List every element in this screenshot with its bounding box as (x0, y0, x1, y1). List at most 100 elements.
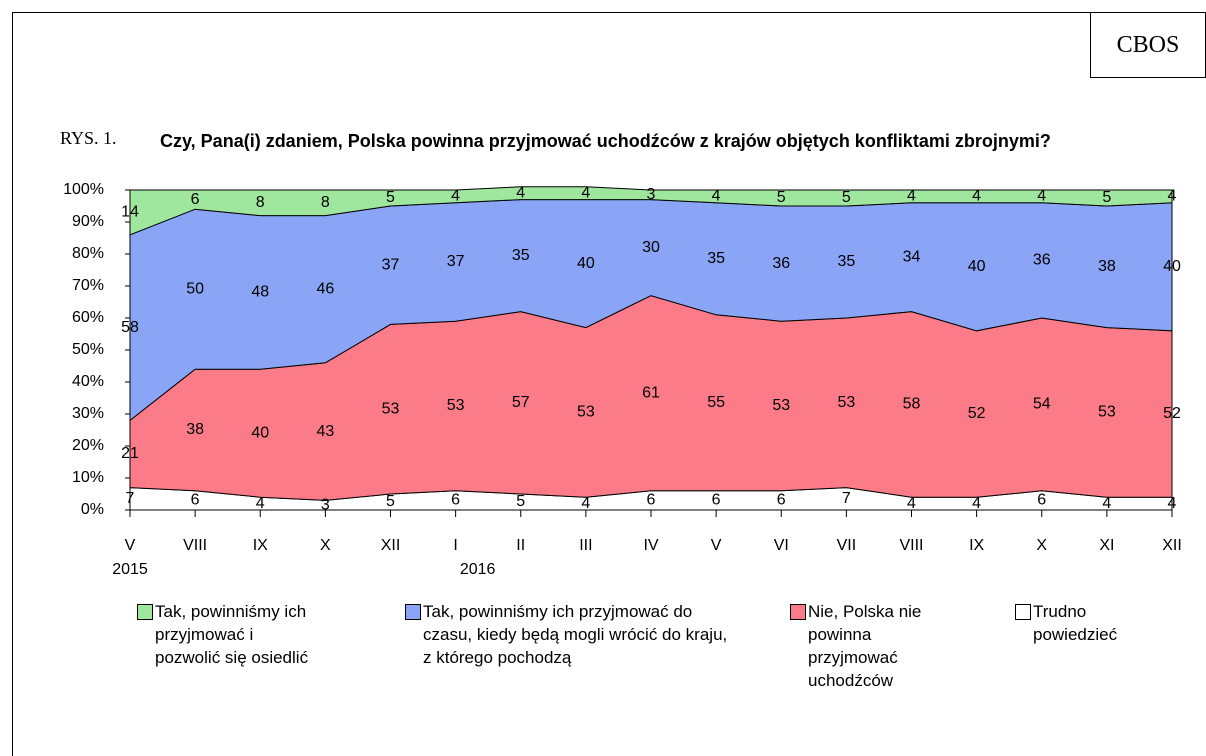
x-tick-label: XII (381, 537, 401, 554)
data-label: 4 (581, 495, 590, 512)
y-tick-label: 50% (72, 341, 104, 358)
x-sublabel: 2015 (112, 561, 148, 578)
data-label: 53 (772, 397, 790, 414)
data-label: 8 (321, 194, 330, 211)
x-tick-label: XI (1099, 537, 1114, 554)
x-tick-label: VIII (183, 537, 207, 554)
data-label: 5 (842, 189, 851, 206)
y-tick-label: 90% (72, 213, 104, 230)
data-label: 3 (647, 186, 656, 203)
data-label: 37 (382, 256, 400, 273)
x-tick-label: VII (837, 537, 857, 554)
data-label: 52 (968, 405, 986, 422)
x-tick-label: III (579, 537, 592, 554)
data-label: 53 (837, 394, 855, 411)
data-label: 4 (1168, 495, 1177, 512)
data-label: 35 (707, 250, 725, 267)
data-label: 6 (712, 492, 721, 509)
legend-swatch (137, 604, 153, 620)
x-tick-label: V (711, 537, 722, 554)
x-tick-label: IV (643, 537, 658, 554)
legend-swatch (1015, 604, 1031, 620)
y-tick-label: 0% (81, 501, 104, 518)
data-label: 35 (837, 253, 855, 270)
data-label: 48 (251, 284, 269, 301)
data-label: 3 (321, 496, 330, 513)
data-label: 61 (642, 384, 660, 401)
data-label: 46 (316, 280, 334, 297)
legend-swatch (405, 604, 421, 620)
data-label: 38 (1098, 258, 1116, 275)
data-label: 40 (968, 258, 986, 275)
data-label: 4 (516, 184, 525, 201)
data-label: 4 (1102, 495, 1111, 512)
data-label: 4 (581, 184, 590, 201)
y-tick-label: 70% (72, 277, 104, 294)
figure-label: RYS. 1. (60, 128, 117, 148)
legend-label: Nie, Polska nie powinna przyjmować uchod… (808, 602, 922, 690)
data-label: 5 (386, 189, 395, 206)
x-tick-label: II (516, 537, 525, 554)
data-label: 53 (447, 397, 465, 414)
y-tick-label: 20% (72, 437, 104, 454)
data-label: 50 (186, 280, 204, 297)
data-label: 54 (1033, 396, 1051, 413)
data-label: 5 (777, 189, 786, 206)
data-label: 4 (1037, 188, 1046, 205)
chart-title: Czy, Pana(i) zdaniem, Polska powinna prz… (160, 131, 1051, 151)
data-label: 53 (382, 400, 400, 417)
data-label: 4 (712, 188, 721, 205)
data-label: 4 (972, 188, 981, 205)
x-tick-label: I (453, 537, 457, 554)
data-label: 38 (186, 421, 204, 438)
data-label: 5 (386, 493, 395, 510)
data-label: 52 (1163, 405, 1181, 422)
frame (12, 12, 1206, 756)
data-label: 53 (577, 404, 595, 421)
data-label: 4 (1168, 188, 1177, 205)
data-label: 34 (903, 248, 921, 265)
y-tick-label: 40% (72, 373, 104, 390)
legend-label: Tak, powinniśmy ich przyjmować do czasu,… (423, 602, 728, 667)
data-label: 4 (451, 188, 460, 205)
data-label: 40 (251, 424, 269, 441)
data-label: 35 (512, 247, 530, 264)
legend-label: Tak, powinniśmy ich przyjmować i pozwoli… (155, 602, 309, 667)
data-label: 53 (1098, 404, 1116, 421)
area (129, 186, 1173, 236)
data-label: 6 (647, 492, 656, 509)
data-label: 57 (512, 394, 530, 411)
data-label: 58 (903, 396, 921, 413)
y-tick-label: 60% (72, 309, 104, 326)
data-label: 30 (642, 239, 660, 256)
data-label: 6 (191, 492, 200, 509)
data-label: 6 (777, 492, 786, 509)
data-label: 5 (1102, 189, 1111, 206)
y-tick-label: 80% (72, 245, 104, 262)
legend-swatch (790, 604, 806, 620)
data-label: 4 (907, 188, 916, 205)
data-label: 4 (972, 495, 981, 512)
data-label: 4 (256, 495, 265, 512)
data-label: 36 (772, 255, 790, 272)
x-tick-label: VIII (899, 537, 923, 554)
x-tick-label: IX (253, 537, 268, 554)
data-label: 43 (316, 423, 334, 440)
data-label: 36 (1033, 252, 1051, 269)
data-label: 7 (842, 490, 851, 507)
y-tick-label: 10% (72, 469, 104, 486)
data-label: 55 (707, 394, 725, 411)
x-tick-label: IX (969, 537, 984, 554)
data-label: 6 (191, 191, 200, 208)
x-tick-label: X (1036, 537, 1047, 554)
x-tick-label: XII (1162, 537, 1182, 554)
data-label: 40 (577, 255, 595, 272)
x-sublabel: 2016 (460, 561, 496, 578)
data-label: 8 (256, 194, 265, 211)
y-tick-label: 100% (63, 181, 104, 198)
x-tick-label: V (125, 537, 136, 554)
data-label: 40 (1163, 258, 1181, 275)
legend-label: Trudno powiedzieć (1033, 602, 1118, 644)
x-tick-label: VI (774, 537, 789, 554)
